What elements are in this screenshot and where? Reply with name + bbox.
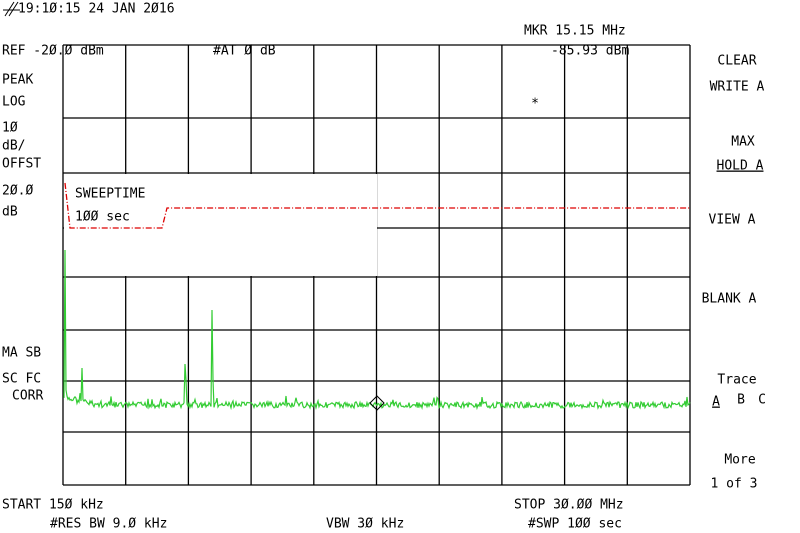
sweep-box — [64, 174, 377, 276]
left-label: LOG — [2, 95, 26, 110]
softkey[interactable]: A — [712, 395, 720, 410]
softkey[interactable]: More — [724, 453, 755, 468]
trace-b — [64, 182, 690, 229]
marker-symbol: * — [531, 97, 539, 112]
start-freq: START 15Ø kHz — [2, 498, 104, 513]
left-label: dB — [2, 205, 18, 220]
left-label: PEAK — [2, 73, 33, 88]
left-label: OFFST — [2, 157, 41, 172]
vbw: VBW 3Ø kHz — [326, 517, 404, 532]
trace-a — [63, 249, 691, 411]
sweep-time: #SWP 1ØØ sec — [528, 517, 622, 532]
left-label: SC FC — [2, 372, 41, 387]
left-label: 1Ø — [2, 121, 18, 136]
marker-level: -85.93 dBm — [551, 44, 629, 59]
softkey[interactable]: B — [737, 393, 745, 408]
left-label: dB/ — [2, 139, 25, 154]
softkey[interactable]: Trace — [717, 373, 756, 388]
left-label: 2Ø.Ø — [2, 184, 33, 199]
ref-level: REF -2Ø.Ø dBm — [2, 44, 104, 59]
softkey[interactable]: 1 of 3 — [711, 477, 758, 492]
left-label: CORR — [12, 389, 43, 404]
marker — [369, 395, 385, 411]
sweep-value: 1ØØ sec — [75, 210, 130, 225]
softkey[interactable]: MAX — [731, 135, 755, 150]
attenuation: #AT Ø dB — [213, 44, 276, 59]
res-bw: #RES BW 9.Ø kHz — [50, 517, 167, 532]
softkey[interactable]: WRITE A — [710, 80, 765, 95]
softkey[interactable]: VIEW A — [709, 213, 756, 228]
marker-freq: MKR 15.15 MHz — [524, 24, 626, 39]
softkey[interactable]: BLANK A — [702, 292, 757, 307]
left-label: MA SB — [2, 346, 41, 361]
sweep-title: SWEEPTIME — [75, 187, 145, 202]
softkey[interactable]: C — [758, 393, 766, 408]
timestamp: 19:1Ø:15 24 JAN 2Ø16 — [18, 2, 175, 17]
softkey[interactable]: CLEAR — [717, 54, 756, 69]
logo — [3, 1, 20, 17]
stop-freq: STOP 3Ø.ØØ MHz — [514, 498, 624, 513]
softkey[interactable]: HOLD A — [717, 159, 764, 174]
